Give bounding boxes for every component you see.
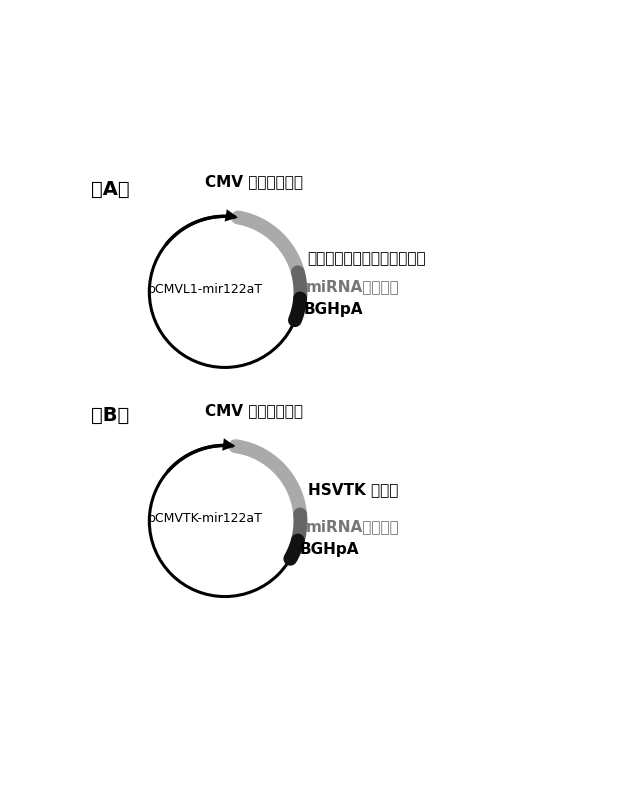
Text: （B）: （B） <box>91 406 129 426</box>
Text: BGHpA: BGHpA <box>299 542 359 558</box>
Text: ホタルルシフェラーゼ遺伝子: ホタルルシフェラーゼ遺伝子 <box>308 251 426 266</box>
Text: miRNA標的配列: miRNA標的配列 <box>305 278 399 294</box>
Text: pCMVL1-mir122aT: pCMVL1-mir122aT <box>148 283 263 296</box>
Text: （A）: （A） <box>91 180 130 198</box>
Text: pCMVTK-mir122aT: pCMVTK-mir122aT <box>148 512 263 525</box>
Text: miRNA標的配列: miRNA標的配列 <box>305 519 399 534</box>
Text: BGHpA: BGHpA <box>303 302 363 317</box>
Text: CMV プロモーター: CMV プロモーター <box>205 174 303 190</box>
Text: CMV プロモーター: CMV プロモーター <box>205 404 303 418</box>
Text: HSVTK 遺伝子: HSVTK 遺伝子 <box>308 482 398 498</box>
